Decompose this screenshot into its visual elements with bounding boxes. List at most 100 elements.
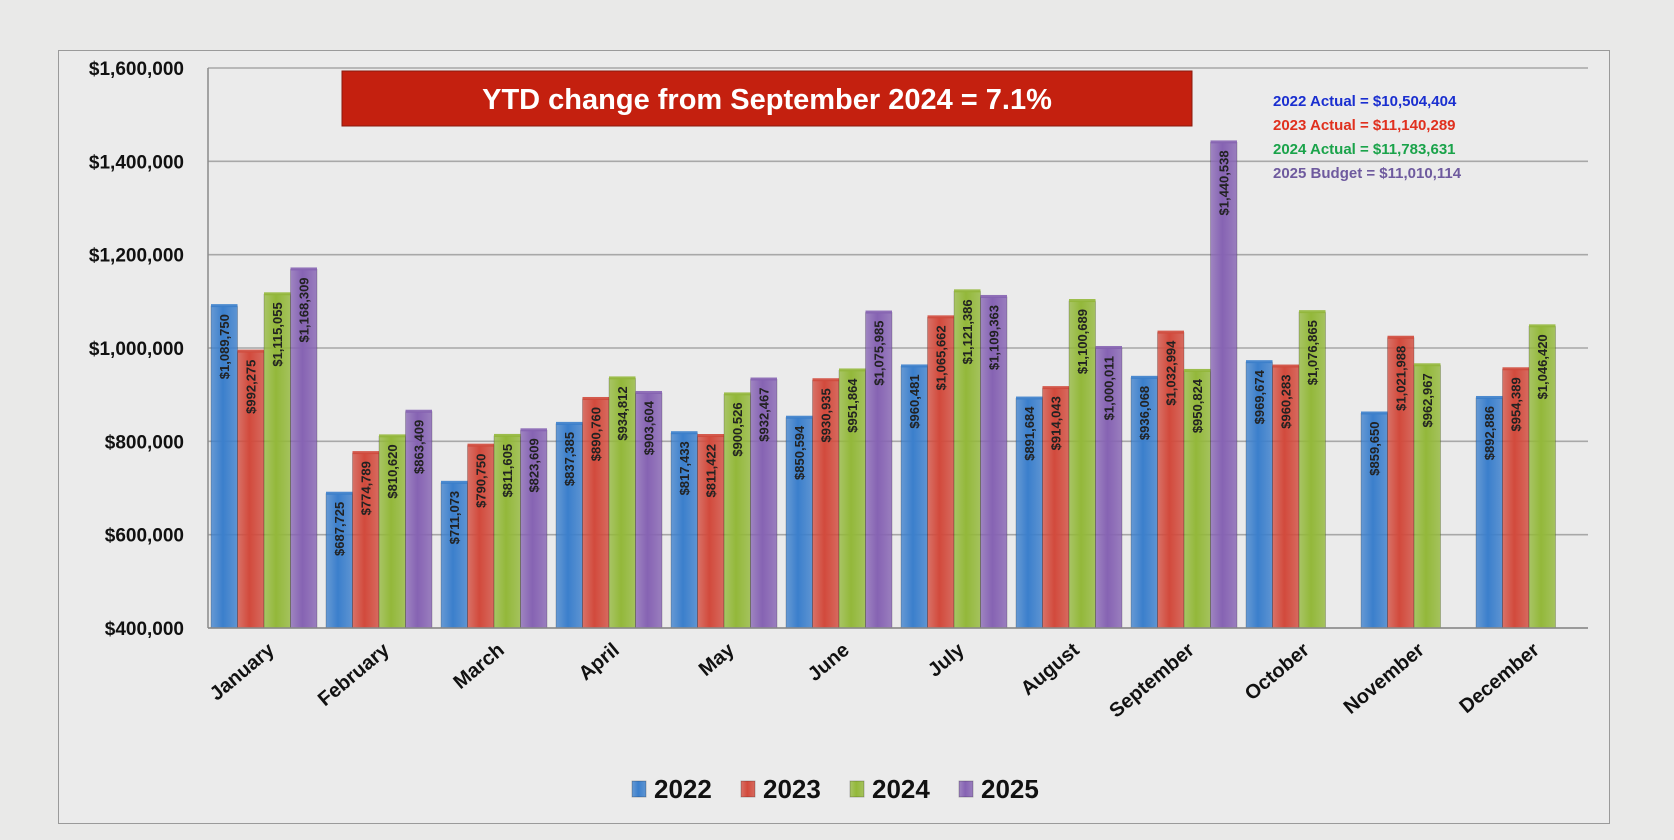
- bar-2024-february: [378, 435, 406, 629]
- bar-value-label: $890,760: [589, 407, 604, 461]
- bar-2022-february: [325, 493, 353, 629]
- annual-totals: 2022 Actual = $10,504,404 2023 Actual = $…: [1273, 93, 1462, 182]
- legend-label-2023: 2023: [763, 774, 821, 804]
- bar-value-label: $811,605: [500, 444, 515, 498]
- bar-2023-may: [697, 435, 725, 629]
- bar-top-2022-august: [1016, 396, 1043, 400]
- x-axis: January February March April May June July Augu…: [206, 627, 1588, 722]
- bar-2023-august: [1042, 387, 1070, 629]
- x-tick-label: February: [314, 638, 394, 710]
- bar-top-2022-february: [326, 491, 353, 495]
- bar-top-2023-october: [1272, 364, 1299, 368]
- legend-swatch-2024: [849, 780, 865, 798]
- bar-top-2022-june: [786, 415, 813, 419]
- bar-top-2025-may: [750, 377, 777, 381]
- bar-value-label: $960,481: [907, 374, 922, 428]
- bar-2024-august: [1068, 300, 1096, 629]
- bar-value-label: $810,620: [385, 444, 400, 498]
- bar-2025-march: [520, 429, 548, 629]
- bar-2023-june: [812, 379, 840, 629]
- bar-top-2023-march: [467, 443, 494, 447]
- bar-top-2024-september: [1184, 368, 1211, 372]
- bar-top-2023-july: [927, 315, 954, 319]
- legend: 2022 2023 2024 2025: [631, 774, 1039, 804]
- bar-value-label: $850,594: [792, 425, 807, 480]
- y-tick-label: $1,000,000: [89, 339, 184, 360]
- bar-top-2022-september: [1131, 375, 1158, 379]
- bar-top-2022-october: [1246, 360, 1273, 364]
- legend-label-2025: 2025: [981, 774, 1039, 804]
- y-tick-label: $1,200,000: [89, 246, 184, 267]
- bar-value-label: $1,100,689: [1075, 309, 1090, 374]
- bar-top-2024-june: [839, 368, 866, 372]
- bar-2024-march: [493, 435, 521, 629]
- bar-2024-november: [1413, 364, 1441, 629]
- bar-2023-september: [1157, 332, 1185, 629]
- x-tick-label: November: [1340, 639, 1429, 719]
- x-tick-label: January: [206, 638, 280, 705]
- bar-value-label: $711,073: [447, 491, 462, 545]
- bar-value-label: $1,021,988: [1394, 346, 1409, 411]
- bar-top-2023-august: [1042, 386, 1069, 390]
- bar-value-label: $950,824: [1190, 378, 1205, 433]
- bar-2025-may: [750, 379, 778, 629]
- bar-top-2024-april: [609, 376, 636, 380]
- bar-top-2022-december: [1476, 395, 1503, 399]
- y-axis: $400,000 $600,000 $800,000 $1,000,000 $1,200…: [89, 59, 209, 640]
- bar-2023-february: [352, 452, 380, 629]
- bar-value-label: $1,115,055: [270, 302, 285, 366]
- bar-value-label: $1,032,994: [1164, 340, 1179, 406]
- bar-2022-march: [440, 482, 468, 629]
- y-tick-label: $600,000: [105, 526, 184, 547]
- bar-value-label: $687,725: [332, 502, 347, 556]
- ytd-banner-text: YTD change from September 2024 = 7.1%: [482, 84, 1052, 116]
- bar-top-2024-august: [1069, 299, 1096, 303]
- bar-value-labels: $1,089,750 $992,275 $1,115,055 $1,168,309 $6…: [217, 150, 1550, 556]
- bar-top-2024-november: [1414, 363, 1441, 367]
- bar-value-label: $1,109,363: [987, 305, 1002, 370]
- bar-top-2024-february: [379, 434, 406, 438]
- bar-value-label: $1,089,750: [217, 314, 232, 379]
- bar-top-2024-march: [494, 433, 521, 437]
- bar-top-2024-december: [1529, 324, 1556, 328]
- bar-value-label: $914,043: [1049, 396, 1064, 450]
- bar-value-label: $1,076,865: [1305, 320, 1320, 385]
- bar-top-2023-november: [1387, 335, 1414, 339]
- bar-top-2022-july: [901, 364, 928, 368]
- ytd-banner-box: [341, 70, 1193, 127]
- bar-2024-december: [1528, 325, 1556, 629]
- y-tick-label: $1,600,000: [89, 59, 184, 80]
- bar-top-2025-april: [635, 390, 662, 394]
- bar-top-2025-august: [1095, 345, 1122, 349]
- bar-top-2023-may: [697, 434, 724, 438]
- bar-top-2022-november: [1361, 411, 1388, 415]
- ytd-banner: YTD change from September 2024 = 7.1%: [341, 70, 1193, 127]
- x-tick-label: June: [804, 639, 854, 686]
- bar-top-2024-may: [724, 392, 751, 396]
- bar-value-label: $859,650: [1367, 421, 1382, 475]
- x-tick-label: July: [924, 638, 969, 681]
- bar-top-2024-october: [1299, 310, 1326, 314]
- bar-2022-july: [900, 366, 928, 629]
- bar-top-2025-february: [405, 409, 432, 413]
- bar-value-label: $936,068: [1137, 386, 1152, 440]
- bar-value-label: $951,864: [845, 378, 860, 433]
- bar-value-label: $900,526: [730, 402, 745, 456]
- bar-value-label: $891,684: [1022, 406, 1037, 461]
- bar-top-2022-may: [671, 431, 698, 435]
- bar-value-label: $1,065,662: [934, 325, 949, 390]
- bar-value-label: $892,886: [1482, 406, 1497, 460]
- bar-value-label: $1,046,420: [1535, 334, 1550, 399]
- x-tick-label: May: [695, 638, 740, 680]
- bar-top-2025-july: [980, 294, 1007, 298]
- bar-value-label: $969,674: [1252, 369, 1267, 424]
- x-tick-label: August: [1017, 639, 1084, 700]
- bar-top-2023-april: [582, 396, 609, 400]
- x-tick-label: December: [1455, 639, 1543, 718]
- bar-top-2025-january: [290, 267, 317, 271]
- annual-total-0: 2022 Actual = $10,504,404: [1273, 93, 1457, 110]
- bar-2025-february: [405, 411, 433, 629]
- legend-swatch-2025: [958, 780, 974, 798]
- bar-top-2023-june: [812, 378, 839, 382]
- bar-2024-january: [263, 293, 291, 629]
